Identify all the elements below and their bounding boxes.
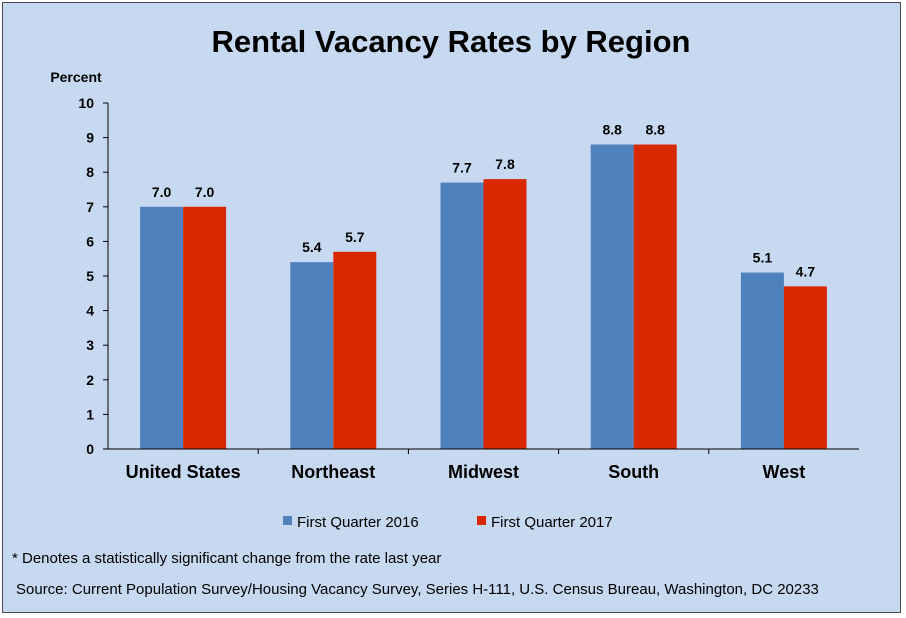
data-label: 4.7	[796, 263, 816, 279]
footnote: * Denotes a statistically significant ch…	[12, 550, 441, 567]
data-label: 7.8	[495, 156, 515, 172]
y-tick-label: 5	[86, 268, 94, 284]
chart-title: Rental Vacancy Rates by Region	[212, 24, 691, 59]
y-tick-label: 10	[78, 95, 94, 111]
y-tick-label: 1	[86, 406, 94, 422]
bar-2016	[590, 144, 634, 449]
y-axis-ticks: 0 1 2 3 4 5 6 7 8 9 10	[78, 95, 108, 457]
data-label: 5.4	[302, 239, 322, 255]
legend-label-2017: First Quarter 2017	[491, 514, 613, 531]
data-label: 8.8	[645, 122, 665, 138]
bar-2016	[740, 272, 784, 449]
source-note: Source: Current Population Survey/Housin…	[16, 581, 819, 598]
y-tick-label: 9	[86, 130, 94, 146]
y-tick-label: 8	[86, 164, 94, 180]
data-label: 5.7	[345, 229, 365, 245]
data-labels: 7.0 7.0 5.4 5.7 7.7 7.8 8.8 8.8 5.1 4.7	[152, 122, 815, 280]
bar-2017	[783, 286, 827, 449]
bar-2016	[140, 206, 184, 449]
bars	[140, 144, 827, 449]
bar-2017	[333, 251, 377, 449]
y-tick-label: 7	[86, 199, 94, 215]
bar-2017	[183, 206, 227, 449]
data-label: 7.7	[452, 160, 472, 176]
legend-swatch-2017	[477, 516, 486, 525]
category-label: South	[608, 462, 659, 482]
y-axis-label: Percent	[50, 69, 102, 85]
category-label: Northeast	[291, 462, 375, 482]
y-tick-label: 0	[86, 441, 94, 457]
legend-swatch-2016	[283, 516, 292, 525]
data-label: 7.0	[152, 184, 172, 200]
bar-2016	[440, 182, 484, 449]
bar-2017	[483, 179, 527, 449]
y-tick-label: 6	[86, 233, 94, 249]
legend: First Quarter 2016 First Quarter 2017	[283, 514, 613, 531]
bar-2017	[633, 144, 677, 449]
category-label: United States	[126, 462, 241, 482]
data-label: 7.0	[195, 184, 215, 200]
bar-2016	[290, 262, 334, 449]
y-tick-label: 2	[86, 372, 94, 388]
y-tick-label: 4	[86, 303, 94, 319]
data-label: 8.8	[602, 122, 622, 138]
category-label: Midwest	[448, 462, 519, 482]
y-tick-label: 3	[86, 337, 94, 353]
category-label: West	[763, 462, 806, 482]
data-label: 5.1	[753, 250, 773, 266]
legend-label-2016: First Quarter 2016	[297, 514, 419, 531]
category-labels: United States Northeast Midwest South West	[126, 449, 806, 482]
